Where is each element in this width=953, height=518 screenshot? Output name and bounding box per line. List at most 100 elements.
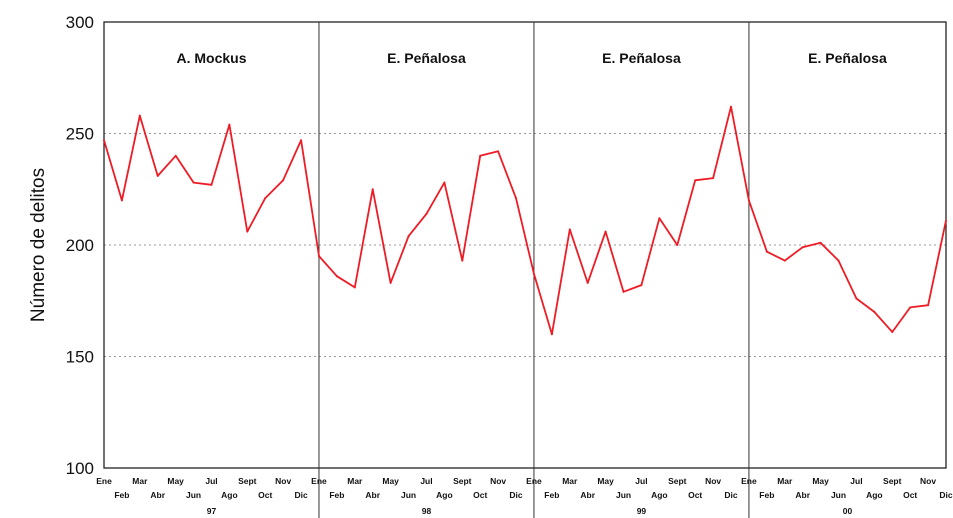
- x-tick-label: Dic: [724, 490, 738, 500]
- x-tick-label: Mar: [132, 476, 148, 486]
- data-point: [138, 114, 141, 117]
- x-axis-ticks: EneFebMarAbrMayJunJulAgoSeptOctNovDicEne…: [96, 476, 953, 500]
- data-point: [568, 228, 571, 231]
- data-point: [819, 241, 822, 244]
- period-label: A. Mockus: [176, 50, 246, 66]
- x-tick-label: Ago: [221, 490, 238, 500]
- y-tick-label: 200: [66, 236, 94, 255]
- x-tick-label: Sept: [883, 476, 902, 486]
- x-tick-label: May: [597, 476, 614, 486]
- x-tick-label: Oct: [688, 490, 702, 500]
- data-point: [640, 284, 643, 287]
- data-point: [389, 281, 392, 284]
- period-labels: A. Mockus E. Peñalosa E. Peñalosa E. Peñalo…: [176, 50, 886, 66]
- data-point: [210, 183, 213, 186]
- y-axis-label: Número de delitos: [28, 168, 49, 322]
- data-point: [425, 212, 428, 215]
- data-point: [461, 259, 464, 262]
- x-tick-label: Jul: [420, 476, 432, 486]
- data-point: [156, 174, 159, 177]
- x-tick-label: Ene: [96, 476, 112, 486]
- data-point: [909, 306, 912, 309]
- x-tick-label: Abr: [795, 490, 810, 500]
- data-point: [676, 244, 679, 246]
- y-tick-label: 100: [66, 459, 94, 478]
- data-point: [532, 272, 535, 275]
- x-tick-label: Ago: [866, 490, 883, 500]
- data-point: [371, 188, 374, 191]
- plot-frame: [103, 21, 947, 469]
- x-tick-label: Abr: [580, 490, 595, 500]
- data-point: [873, 310, 876, 313]
- x-tick-label: Ene: [311, 476, 327, 486]
- data-point: [586, 281, 589, 284]
- x-tick-label: Ene: [741, 476, 757, 486]
- year-labels: 97 98 99 00: [207, 506, 853, 516]
- x-tick-label: Oct: [258, 490, 272, 500]
- series-layer: [103, 105, 947, 336]
- data-point: [103, 139, 105, 142]
- data-point: [192, 181, 195, 184]
- series-line: [103, 105, 947, 336]
- x-tick-label: Mar: [562, 476, 578, 486]
- data-point: [783, 259, 786, 262]
- x-tick-label: Jul: [205, 476, 217, 486]
- data-point: [550, 333, 553, 336]
- x-tick-label: Sept: [238, 476, 257, 486]
- data-point: [747, 199, 750, 202]
- x-tick-label: Oct: [473, 490, 487, 500]
- year-label: 98: [422, 506, 432, 516]
- data-point: [264, 197, 267, 200]
- period-label: E. Peñalosa: [602, 50, 681, 66]
- x-tick-label: May: [382, 476, 399, 486]
- year-label: 97: [207, 506, 217, 516]
- data-point: [694, 179, 697, 182]
- x-tick-label: Ene: [526, 476, 542, 486]
- y-tick-label: 150: [66, 348, 94, 367]
- x-tick-label: Nov: [275, 476, 291, 486]
- x-tick-label: Ago: [651, 490, 668, 500]
- x-tick-label: Nov: [490, 476, 506, 486]
- data-point: [479, 154, 482, 157]
- x-tick-label: Jul: [635, 476, 647, 486]
- data-point: [604, 230, 607, 233]
- data-point: [515, 197, 518, 200]
- x-tick-label: May: [167, 476, 184, 486]
- x-tick-label: Dic: [939, 490, 953, 500]
- data-point: [497, 150, 500, 153]
- data-point: [927, 304, 930, 307]
- x-tick-label: Dic: [294, 490, 308, 500]
- period-label: E. Peñalosa: [808, 50, 887, 66]
- data-point: [712, 177, 715, 180]
- data-point: [945, 219, 947, 222]
- year-label: 00: [843, 506, 853, 516]
- x-tick-label: Jun: [401, 490, 416, 500]
- data-point: [837, 259, 840, 262]
- gridlines: [104, 133, 946, 357]
- x-tick-label: Dic: [509, 490, 523, 500]
- data-point: [282, 179, 285, 182]
- y-tick-label: 300: [66, 13, 94, 32]
- data-point: [335, 275, 338, 278]
- data-point: [317, 255, 320, 258]
- data-point: [407, 235, 410, 238]
- x-tick-label: Abr: [365, 490, 380, 500]
- x-tick-label: Feb: [759, 490, 774, 500]
- x-tick-label: Sept: [453, 476, 472, 486]
- data-point: [443, 181, 446, 184]
- data-point: [353, 286, 356, 289]
- x-tick-label: Abr: [150, 490, 165, 500]
- data-point: [855, 297, 858, 300]
- data-point: [120, 199, 123, 202]
- x-tick-label: Oct: [903, 490, 917, 500]
- data-point: [891, 330, 894, 333]
- y-axis-ticks: 100 150 200 250 300: [66, 13, 94, 478]
- data-point: [730, 105, 733, 108]
- y-tick-label: 250: [66, 125, 94, 144]
- x-tick-label: Jun: [616, 490, 631, 500]
- x-tick-label: Sept: [668, 476, 687, 486]
- x-tick-label: Jul: [850, 476, 862, 486]
- period-label: E. Peñalosa: [387, 50, 466, 66]
- x-tick-label: Nov: [705, 476, 721, 486]
